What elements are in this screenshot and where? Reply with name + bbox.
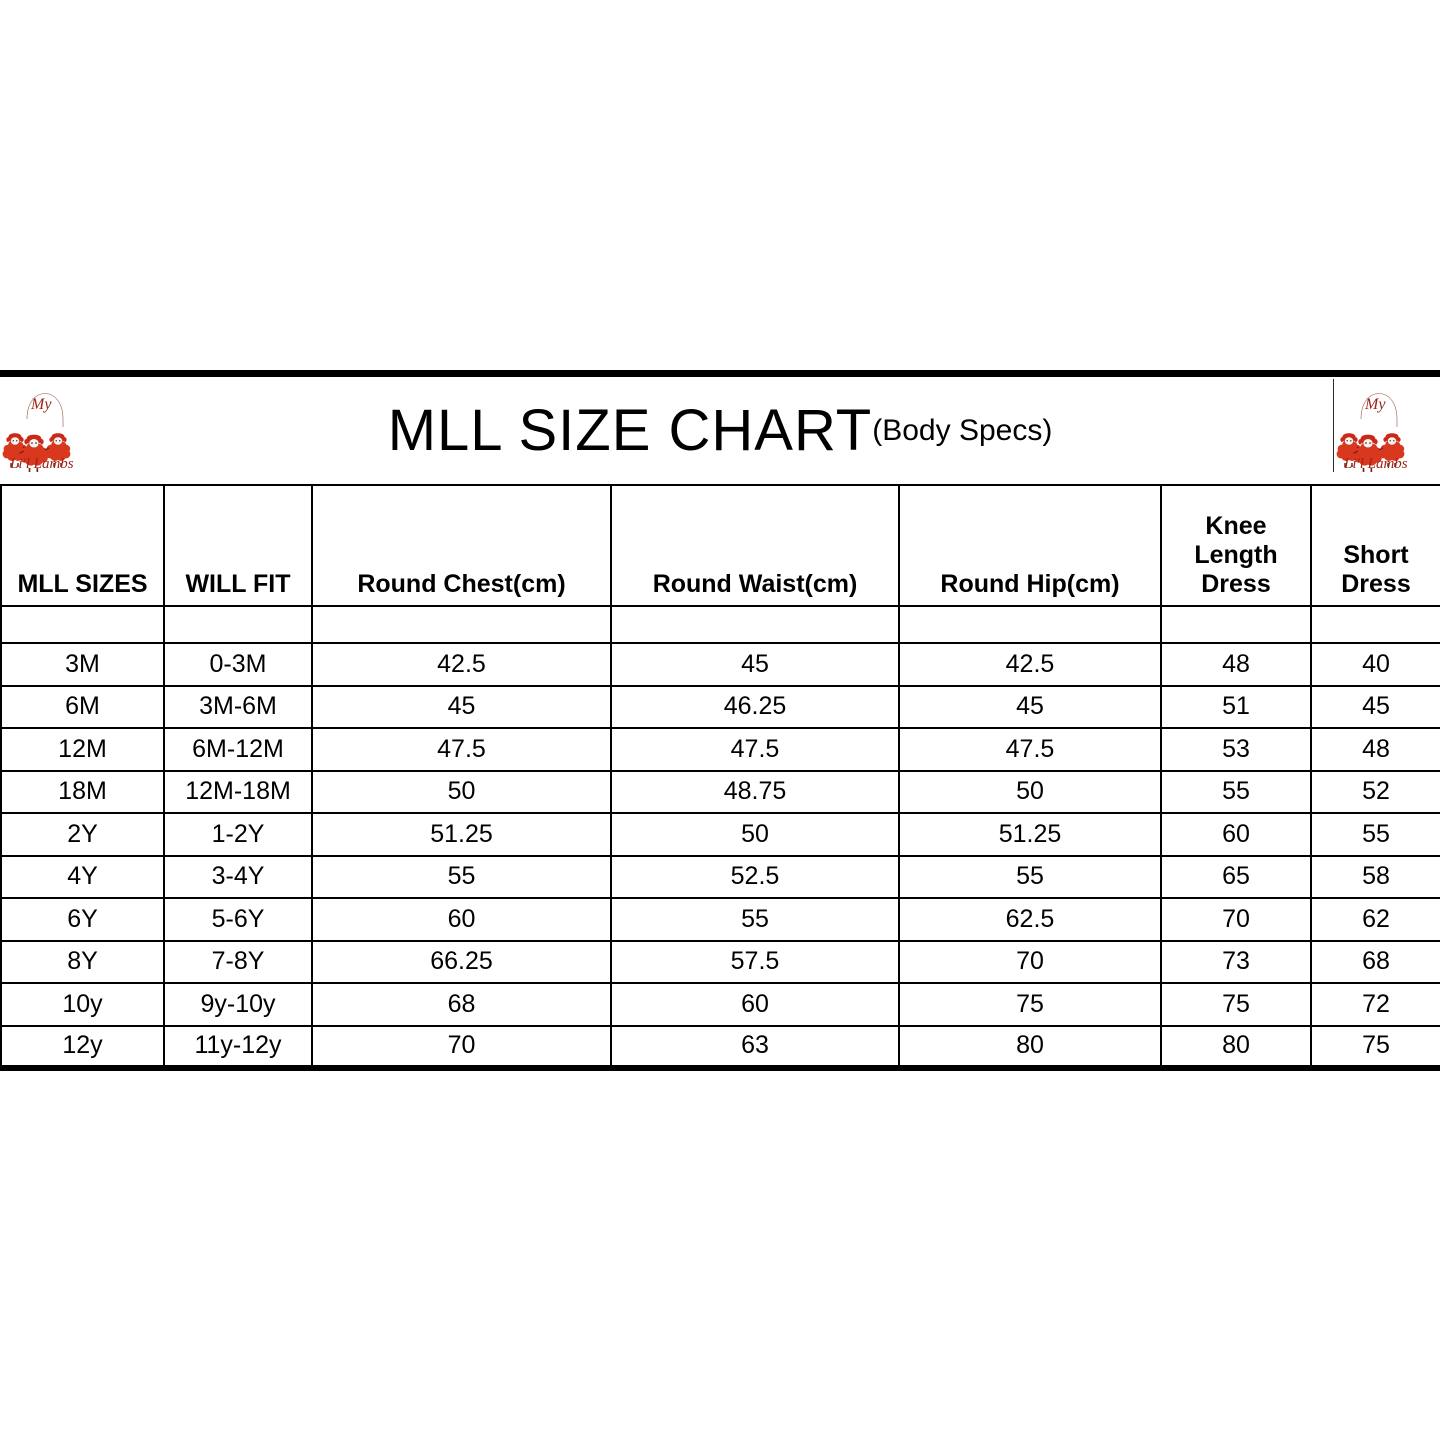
svg-text:Li'l Lambs: Li'l Lambs bbox=[1343, 456, 1408, 472]
svg-text:My: My bbox=[30, 396, 52, 413]
svg-text:Li'l Lambs: Li'l Lambs bbox=[9, 456, 74, 472]
svg-text:My: My bbox=[1364, 396, 1386, 413]
